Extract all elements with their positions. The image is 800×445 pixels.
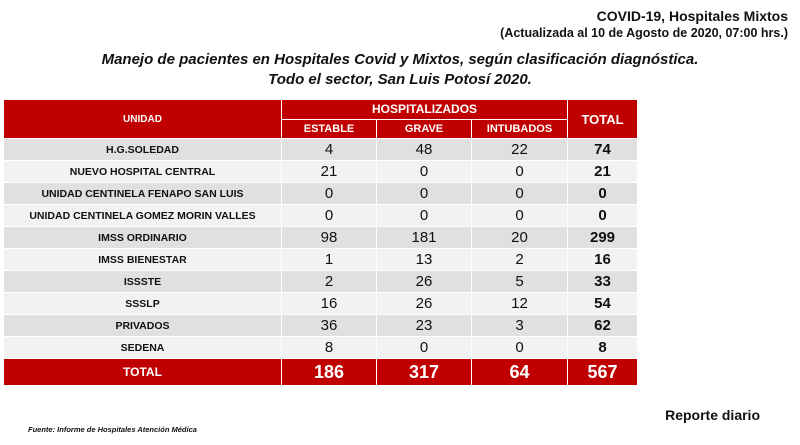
cell-unidad: SSSLP bbox=[3, 292, 282, 315]
cell-intubados: 12 bbox=[471, 292, 568, 315]
cell-unidad: H.G.SOLEDAD bbox=[3, 138, 282, 161]
source-note: Fuente: Informe de Hospitales Atención M… bbox=[28, 425, 197, 434]
cell-unidad: SEDENA bbox=[3, 336, 282, 359]
cell-unidad: IMSS ORDINARIO bbox=[3, 226, 282, 249]
cell-total: 0 bbox=[567, 204, 638, 227]
cell-estable: 0 bbox=[281, 204, 377, 227]
table-row: SEDENA 8 0 0 8 bbox=[3, 336, 638, 359]
subtitle-line-1: Manejo de pacientes en Hospitales Covid … bbox=[101, 51, 699, 68]
total-grave: 317 bbox=[376, 358, 472, 386]
cell-grave: 181 bbox=[376, 226, 472, 249]
col-header-grave: GRAVE bbox=[376, 118, 472, 139]
header-block: COVID-19, Hospitales Mixtos (Actualizada… bbox=[500, 8, 788, 41]
cell-estable: 21 bbox=[281, 160, 377, 183]
table-row: H.G.SOLEDAD 4 48 22 74 bbox=[3, 138, 638, 161]
cell-intubados: 0 bbox=[471, 182, 568, 205]
cell-total: 21 bbox=[567, 160, 638, 183]
cell-grave: 26 bbox=[376, 270, 472, 293]
col-header-total: TOTAL bbox=[567, 99, 638, 139]
cell-intubados: 0 bbox=[471, 336, 568, 359]
cell-total: 74 bbox=[567, 138, 638, 161]
col-header-unidad: UNIDAD bbox=[3, 99, 282, 139]
cell-estable: 16 bbox=[281, 292, 377, 315]
cell-estable: 8 bbox=[281, 336, 377, 359]
cell-intubados: 3 bbox=[471, 314, 568, 337]
total-estable: 186 bbox=[281, 358, 377, 386]
cell-intubados: 5 bbox=[471, 270, 568, 293]
total-intubados: 64 bbox=[471, 358, 568, 386]
hospital-table: UNIDAD HOSPITALIZADOS TOTAL ESTABLE GRAV… bbox=[3, 99, 638, 386]
totals-label: TOTAL bbox=[3, 358, 282, 386]
table-row: IMSS BIENESTAR 1 13 2 16 bbox=[3, 248, 638, 271]
cell-total: 0 bbox=[567, 182, 638, 205]
cell-grave: 0 bbox=[376, 336, 472, 359]
table-row: IMSS ORDINARIO 98 181 20 299 bbox=[3, 226, 638, 249]
cell-total: 62 bbox=[567, 314, 638, 337]
table-row: UNIDAD CENTINELA GOMEZ MORIN VALLES 0 0 0 0 bbox=[3, 204, 638, 227]
cell-grave: 48 bbox=[376, 138, 472, 161]
subtitle-line-2: Todo el sector, San Luis Potosí 2020. bbox=[268, 71, 532, 88]
cell-total: 299 bbox=[567, 226, 638, 249]
cell-total: 8 bbox=[567, 336, 638, 359]
cell-unidad: PRIVADOS bbox=[3, 314, 282, 337]
cell-grave: 23 bbox=[376, 314, 472, 337]
cell-intubados: 22 bbox=[471, 138, 568, 161]
table-row: ISSSTE 2 26 5 33 bbox=[3, 270, 638, 293]
cell-estable: 2 bbox=[281, 270, 377, 293]
cell-estable: 36 bbox=[281, 314, 377, 337]
cell-estable: 98 bbox=[281, 226, 377, 249]
col-header-estable: ESTABLE bbox=[281, 118, 377, 139]
cell-intubados: 0 bbox=[471, 160, 568, 183]
cell-unidad: UNIDAD CENTINELA FENAPO SAN LUIS bbox=[3, 182, 282, 205]
cell-grave: 13 bbox=[376, 248, 472, 271]
table-row: UNIDAD CENTINELA FENAPO SAN LUIS 0 0 0 0 bbox=[3, 182, 638, 205]
cell-intubados: 2 bbox=[471, 248, 568, 271]
cell-unidad: IMSS BIENESTAR bbox=[3, 248, 282, 271]
cell-grave: 0 bbox=[376, 204, 472, 227]
report-title: COVID-19, Hospitales Mixtos bbox=[596, 8, 788, 24]
table-subtitle: Manejo de pacientes en Hospitales Covid … bbox=[0, 50, 800, 90]
cell-estable: 0 bbox=[281, 182, 377, 205]
table-row: PRIVADOS 36 23 3 62 bbox=[3, 314, 638, 337]
cell-unidad: ISSSTE bbox=[3, 270, 282, 293]
totals-row: TOTAL 186 317 64 567 bbox=[3, 358, 638, 386]
cell-grave: 0 bbox=[376, 160, 472, 183]
cell-total: 16 bbox=[567, 248, 638, 271]
col-header-hospitalizados: HOSPITALIZADOS bbox=[281, 99, 568, 120]
update-timestamp: (Actualizada al 10 de Agosto de 2020, 07… bbox=[500, 26, 788, 40]
cell-unidad: UNIDAD CENTINELA GOMEZ MORIN VALLES bbox=[3, 204, 282, 227]
cell-estable: 1 bbox=[281, 248, 377, 271]
cell-intubados: 0 bbox=[471, 204, 568, 227]
cell-unidad: NUEVO HOSPITAL CENTRAL bbox=[3, 160, 282, 183]
table-row: SSSLP 16 26 12 54 bbox=[3, 292, 638, 315]
total-general: 567 bbox=[567, 358, 638, 386]
table-row: NUEVO HOSPITAL CENTRAL 21 0 0 21 bbox=[3, 160, 638, 183]
col-header-intubados: INTUBADOS bbox=[471, 118, 568, 139]
cell-intubados: 20 bbox=[471, 226, 568, 249]
cell-grave: 0 bbox=[376, 182, 472, 205]
cell-estable: 4 bbox=[281, 138, 377, 161]
cell-grave: 26 bbox=[376, 292, 472, 315]
report-label: Reporte diario bbox=[665, 407, 760, 423]
cell-total: 33 bbox=[567, 270, 638, 293]
cell-total: 54 bbox=[567, 292, 638, 315]
